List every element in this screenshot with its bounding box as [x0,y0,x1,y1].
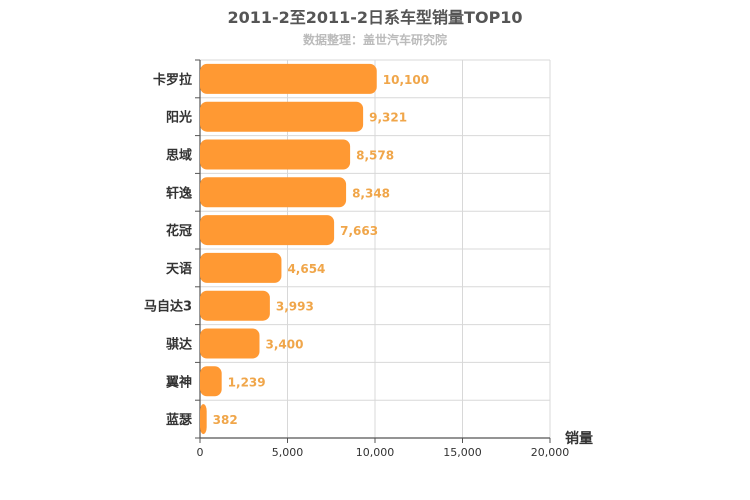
data-label: 4,654 [287,262,325,276]
x-tick-label: 0 [197,446,204,459]
data-label: 7,663 [340,224,378,238]
category-label: 骐达 [166,337,192,353]
data-label: 1,239 [228,375,266,389]
bar [200,328,260,359]
chart-subtitle: 数据整理：盖世汽车研究院 [302,33,447,47]
data-label: 10,100 [383,73,429,87]
data-label: 3,400 [266,338,304,352]
category-label: 阳光 [166,110,192,126]
bar [200,177,347,208]
category-label: 卡罗拉 [153,72,192,88]
bar [200,139,351,170]
x-tick-label: 20,000 [531,446,570,459]
bar [200,366,222,397]
data-label: 8,348 [352,186,390,200]
x-tick-label: 5,000 [272,446,304,459]
data-label: 382 [213,413,238,427]
bar [200,101,364,132]
category-label: 蓝瑟 [166,412,192,428]
bar [200,252,282,283]
bar [200,63,377,94]
data-label: 3,993 [276,300,314,314]
category-label: 天语 [166,262,192,277]
data-label: 8,578 [356,149,394,163]
bar [200,404,207,435]
chart-title: 2011-2至2011-2日系车型销量TOP10 [227,8,523,27]
category-label: 花冠 [166,223,192,239]
x-tick-label: 10,000 [356,446,395,459]
bar [200,290,270,321]
category-label: 思域 [166,148,192,164]
x-axis-title: 销量 [565,430,593,447]
bar [200,215,335,246]
category-label: 轩逸 [166,185,192,201]
category-label: 马自达3 [144,299,192,315]
category-label: 翼神 [165,374,192,390]
data-label: 9,321 [369,111,407,125]
x-tick-label: 15,000 [443,446,482,459]
